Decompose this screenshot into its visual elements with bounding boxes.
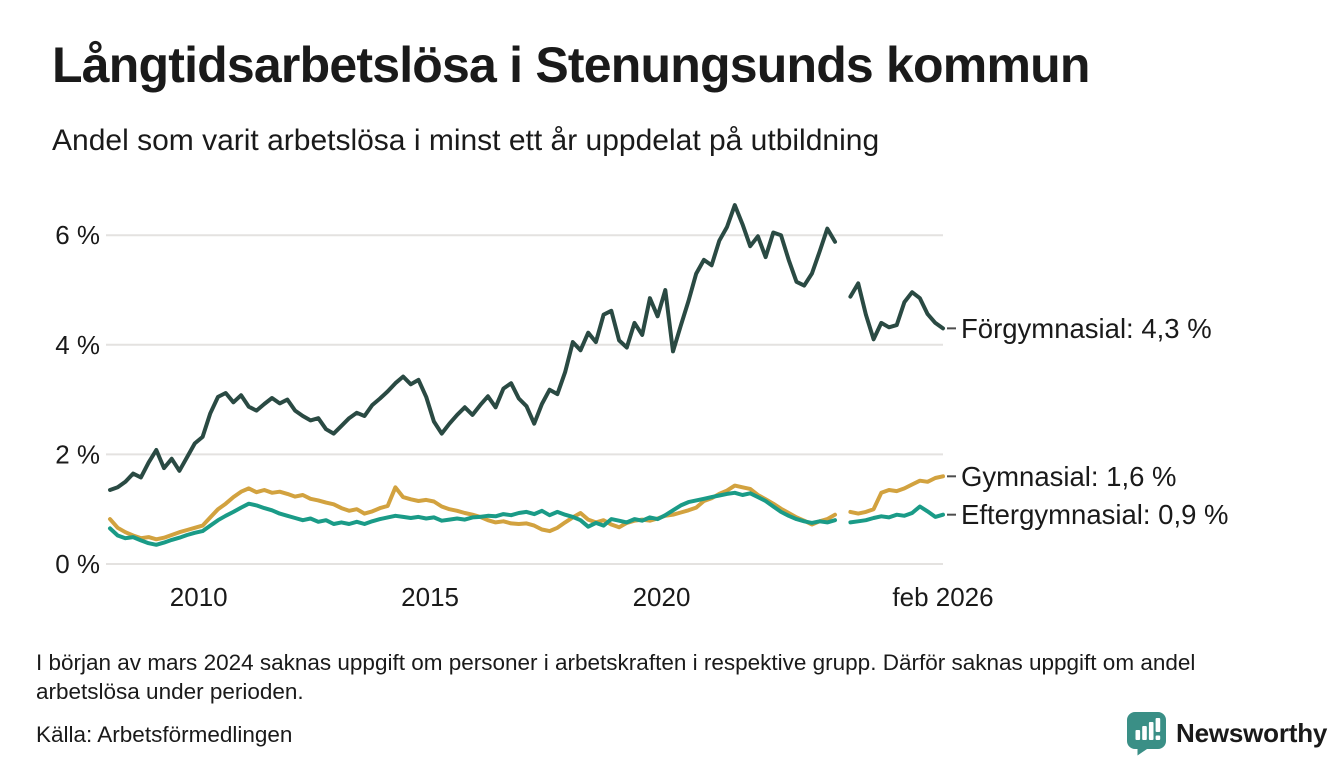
series-line-gymnasial xyxy=(108,474,945,542)
x-tick-label: 2010 xyxy=(170,582,228,612)
logo-exclamation-bar xyxy=(1155,718,1161,732)
logo-bar-1 xyxy=(1135,730,1141,740)
newsworthy-logo-text: Newsworthy xyxy=(1176,718,1328,748)
series-end-label-forgymnasial: Förgymnasial: 4,3 % xyxy=(961,313,1212,344)
y-tick-label: 2 % xyxy=(55,439,100,469)
x-tick-label: 2020 xyxy=(633,582,691,612)
series-line-forgymnasial xyxy=(108,203,945,492)
logo-bar-2 xyxy=(1142,726,1147,740)
logo-bar-3 xyxy=(1148,722,1154,740)
chart-subtitle: Andel som varit arbetslösa i minst ett å… xyxy=(52,124,880,157)
x-tick-label: feb 2026 xyxy=(892,582,993,612)
series-end-label-eftergymnasial: Eftergymnasial: 0,9 % xyxy=(961,499,1228,530)
page-title: Långtidsarbetslösa i Stenungsunds kommun xyxy=(52,37,1090,93)
logo-exclamation-dot xyxy=(1155,735,1161,740)
series-end-label-gymnasial: Gymnasial: 1,6 % xyxy=(961,461,1177,492)
source-label: Källa: Arbetsförmedlingen xyxy=(36,722,293,747)
y-tick-label: 6 % xyxy=(55,220,100,250)
x-tick-label: 2015 xyxy=(401,582,459,612)
y-tick-label: 4 % xyxy=(55,330,100,360)
series-line-eftergymnasial xyxy=(108,490,945,547)
footnote: I början av mars 2024 saknas uppgift om … xyxy=(36,650,1196,705)
newsworthy-logo-icon xyxy=(1127,712,1166,756)
newsworthy-logo: Newsworthy xyxy=(1126,711,1327,756)
y-tick-label: 0 % xyxy=(55,549,100,579)
